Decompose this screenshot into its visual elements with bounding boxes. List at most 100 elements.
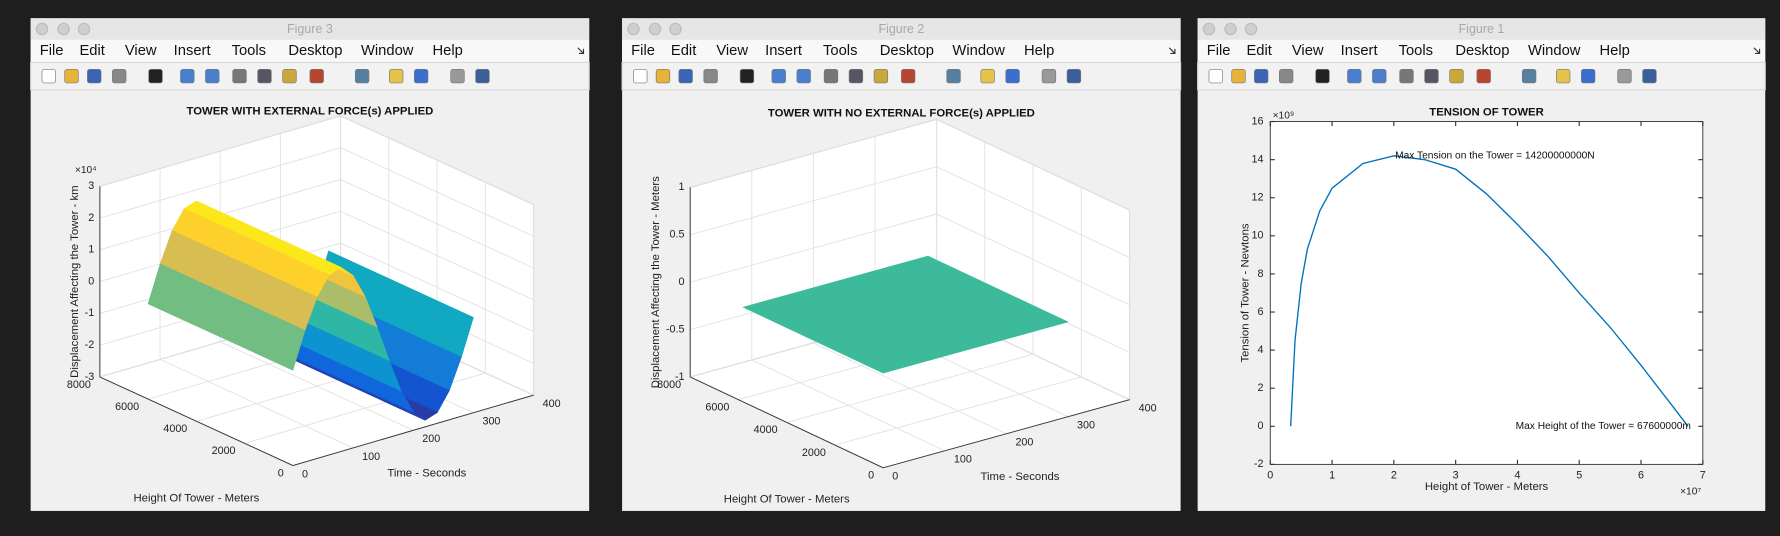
menu-bar — [622, 39, 1181, 63]
menu-collapse[interactable] — [577, 47, 585, 55]
tool-icon[interactable] — [112, 68, 127, 84]
tool-icon[interactable] — [1347, 68, 1362, 84]
x-axis-label: Height Of Tower - Meters — [133, 492, 259, 504]
tool-icon[interactable] — [873, 68, 889, 84]
tool-icon[interactable] — [655, 68, 671, 84]
tool-icon[interactable] — [1279, 68, 1294, 84]
tool-icon[interactable] — [205, 68, 220, 84]
window-button[interactable] — [1224, 22, 1237, 36]
tool-icon[interactable] — [1005, 68, 1020, 84]
tool-icon[interactable] — [1399, 68, 1414, 84]
tool-icon[interactable] — [1556, 68, 1571, 84]
tool-icon[interactable] — [796, 68, 811, 84]
window-title: Figure 1 — [1459, 22, 1505, 36]
tool-icon[interactable] — [180, 68, 195, 84]
x-tick-label: 0 — [1267, 470, 1273, 482]
tool-icon[interactable] — [1315, 68, 1330, 84]
tool-icon[interactable] — [148, 68, 163, 84]
tool-icon[interactable] — [475, 68, 490, 84]
tool-icon[interactable] — [1231, 68, 1246, 84]
tool-icon[interactable] — [1476, 68, 1491, 84]
menu-item[interactable]: View — [716, 43, 748, 59]
window-button[interactable] — [1244, 22, 1258, 36]
tool-icon[interactable] — [678, 68, 693, 84]
tool-icon[interactable] — [1449, 68, 1464, 84]
y-tick-label: -2 — [1254, 458, 1264, 470]
z-axis-label: Displacement Affecting the Tower - Meter… — [650, 176, 662, 388]
tool-icon[interactable] — [1617, 68, 1632, 84]
menu-item[interactable]: File — [1207, 43, 1231, 59]
tool-icon[interactable] — [980, 68, 995, 84]
tool-icon[interactable] — [282, 68, 297, 84]
grid-line — [159, 358, 354, 449]
menu-item[interactable]: Tools — [823, 43, 857, 59]
menu-item[interactable]: File — [40, 43, 64, 59]
tool-icon[interactable] — [1041, 68, 1057, 84]
window-button[interactable] — [648, 22, 662, 36]
tool-icon[interactable] — [64, 68, 79, 84]
tool-icon[interactable] — [354, 68, 370, 84]
tool-icon[interactable] — [1208, 68, 1223, 84]
tool-icon[interactable] — [1521, 68, 1537, 84]
tool-icon[interactable] — [1372, 68, 1387, 84]
menu-item[interactable]: Window — [361, 43, 414, 59]
menu-item[interactable]: Help — [1024, 43, 1054, 59]
z-tick-label: 0 — [88, 275, 94, 287]
window-button[interactable] — [35, 22, 49, 36]
menu-item[interactable]: Edit — [671, 43, 696, 59]
figure-window: Figure 3 File Edit View Insert Tools Desktop Wi… — [30, 18, 590, 511]
window-button[interactable] — [1202, 22, 1216, 36]
axis-line — [883, 399, 1130, 469]
menu-item[interactable]: Window — [1528, 43, 1581, 59]
tool-icon[interactable] — [257, 68, 272, 84]
tool-icon[interactable] — [946, 68, 961, 84]
tool-icon[interactable] — [1066, 68, 1082, 84]
tool-icon[interactable] — [41, 68, 56, 84]
menu-item[interactable]: Help — [1600, 43, 1630, 59]
tool-icon[interactable] — [703, 68, 718, 84]
menu-item[interactable]: Help — [433, 43, 463, 59]
menu-item[interactable]: Insert — [765, 43, 802, 59]
menu-item[interactable]: File — [631, 43, 655, 59]
menu-item[interactable]: Desktop — [288, 43, 342, 59]
tool-icon[interactable] — [1254, 68, 1269, 84]
menu-item[interactable]: Desktop — [880, 43, 934, 59]
tool-icon[interactable] — [848, 68, 864, 84]
window-button[interactable] — [77, 22, 91, 36]
tool-icon[interactable] — [901, 68, 916, 84]
tool-icon[interactable] — [739, 68, 755, 84]
window-button[interactable] — [57, 22, 70, 36]
tool-icon[interactable] — [389, 68, 404, 84]
menu-item[interactable]: Insert — [174, 43, 211, 59]
y-tick-label: 0 — [1257, 420, 1263, 432]
window-button[interactable] — [627, 22, 640, 36]
menu-item[interactable]: Edit — [79, 43, 104, 59]
y-axis-label: Time - Seconds — [387, 467, 466, 479]
tool-icon[interactable] — [771, 68, 786, 84]
menu-item[interactable]: View — [125, 43, 157, 59]
menu-item[interactable]: Tools — [1399, 43, 1433, 59]
tool-icon[interactable] — [309, 68, 324, 84]
menu-item[interactable]: Edit — [1246, 43, 1271, 59]
menu-item[interactable]: Window — [952, 43, 1005, 59]
menu-collapse[interactable] — [1753, 47, 1761, 55]
axis-line — [690, 376, 884, 469]
tool-icon[interactable] — [1642, 68, 1657, 84]
menu-item[interactable]: Insert — [1341, 43, 1378, 59]
x-tick-label: 0 — [278, 467, 284, 479]
window-button[interactable] — [669, 22, 682, 36]
tool-icon[interactable] — [232, 68, 247, 84]
menu-item[interactable]: Desktop — [1455, 43, 1509, 59]
menu-collapse[interactable] — [1168, 47, 1176, 55]
tool-icon[interactable] — [450, 68, 465, 84]
title-bar — [622, 18, 1181, 40]
tool-icon[interactable] — [414, 68, 429, 84]
tool-icon[interactable] — [633, 68, 648, 84]
tool-icon[interactable] — [1424, 68, 1439, 84]
tool-icon[interactable] — [1580, 68, 1596, 84]
menu-item[interactable]: Tools — [232, 43, 266, 59]
z-tick-label: -3 — [85, 371, 95, 383]
tool-icon[interactable] — [87, 68, 102, 84]
menu-item[interactable]: View — [1292, 43, 1324, 59]
tool-icon[interactable] — [823, 68, 839, 84]
